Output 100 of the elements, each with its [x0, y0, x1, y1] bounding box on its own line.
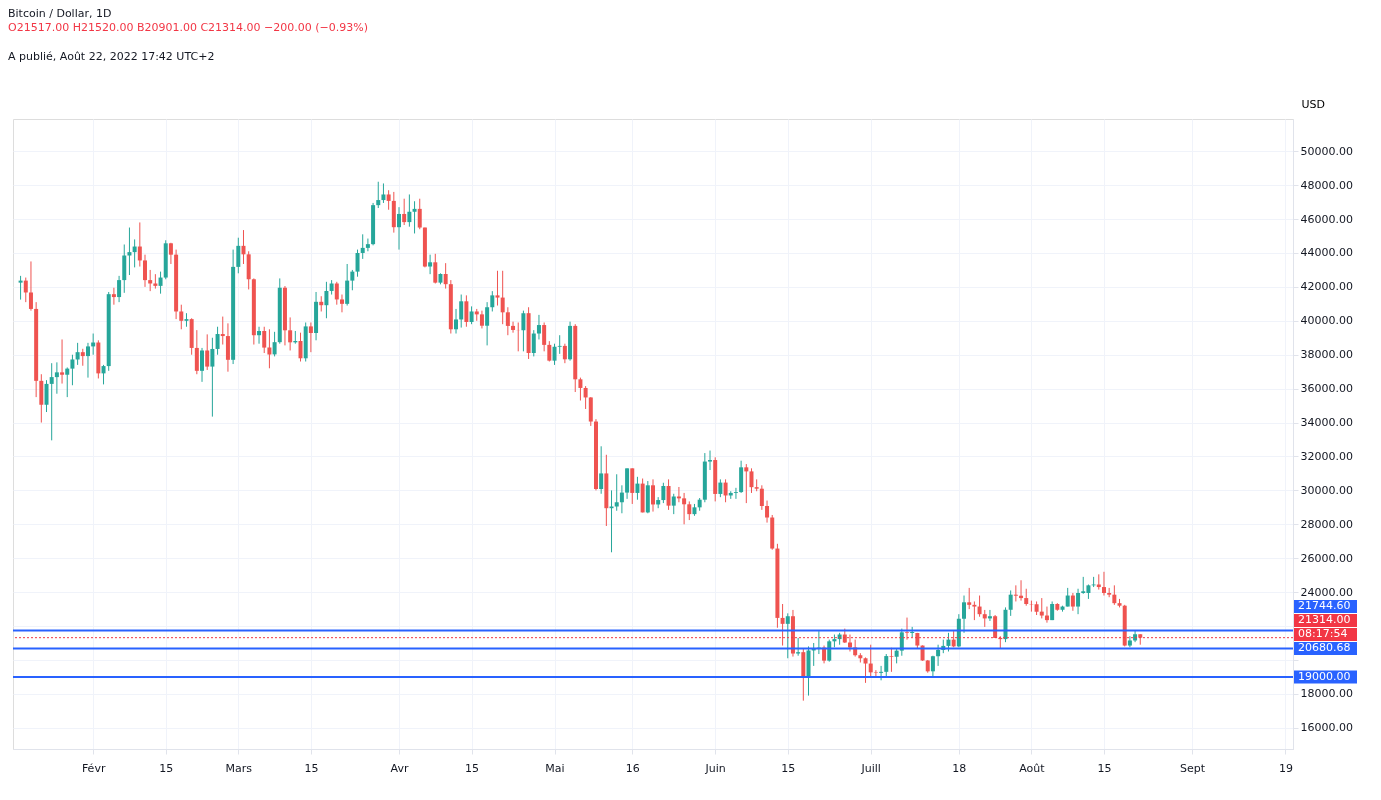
candlestick	[236, 237, 241, 274]
candlestick	[884, 653, 889, 677]
candlestick	[962, 595, 967, 634]
candlestick	[578, 377, 583, 402]
candlestick	[127, 227, 132, 276]
y-tick-label: 40000.00	[1300, 314, 1353, 328]
candlestick	[868, 644, 873, 679]
candlestick	[49, 362, 54, 441]
candlestick	[459, 294, 464, 329]
candlestick	[75, 342, 80, 366]
candlestick	[500, 270, 505, 325]
candlestick	[552, 343, 557, 366]
candlestick	[972, 600, 977, 621]
y-axis-title: USD	[1301, 97, 1326, 111]
candlestick	[796, 637, 801, 657]
candlestick	[85, 342, 90, 379]
candlestick	[376, 181, 381, 209]
candlestick	[386, 189, 391, 211]
y-tick-label: 44000.00	[1300, 246, 1353, 260]
candlestick	[708, 450, 713, 471]
candlestick	[1101, 571, 1106, 597]
candlestick	[583, 385, 588, 410]
y-tick-label: 24000.00	[1300, 585, 1353, 599]
candlestick	[417, 198, 422, 230]
candlestick	[723, 478, 728, 503]
candlestick	[609, 489, 614, 553]
x-tick-label: 15	[159, 761, 174, 775]
candlestick	[863, 656, 868, 684]
candlestick	[495, 270, 500, 307]
text: A publié, Août 22, 2022 17:42 UTC+2	[8, 50, 215, 63]
x-tick-label: 15	[304, 761, 319, 775]
candlestick	[365, 238, 370, 252]
candlestick	[557, 334, 562, 355]
candlestick	[381, 182, 386, 204]
y-tick-label: 36000.00	[1300, 382, 1353, 396]
candlestick	[687, 500, 692, 521]
candlestick	[137, 221, 142, 268]
candlestick	[666, 478, 671, 511]
candlestick	[505, 306, 510, 336]
x-tick-label: 19	[1278, 761, 1293, 775]
candlestick	[101, 364, 106, 385]
candlestick	[759, 484, 764, 511]
candlestick	[345, 263, 350, 307]
y-tick-label: 26000.00	[1300, 551, 1353, 565]
candlestick	[651, 478, 655, 513]
x-tick-label: 15	[465, 761, 480, 775]
candlestick	[158, 271, 163, 295]
candlestick	[225, 322, 230, 373]
candlestick	[402, 198, 407, 226]
candlestick	[324, 281, 329, 319]
candlestick	[733, 487, 738, 500]
candlestick	[905, 617, 909, 641]
candlestick	[215, 326, 220, 356]
y-tick-label: 28000.00	[1300, 517, 1353, 531]
candlestick	[464, 294, 469, 328]
candlestick	[210, 337, 215, 418]
candlestick	[614, 473, 619, 512]
ref-line-label: 21744.60	[1298, 599, 1351, 613]
candlestick	[44, 379, 49, 413]
x-tick-label: 15	[1097, 761, 1112, 775]
candlestick	[272, 331, 277, 357]
y-tick-label: 46000.00	[1300, 212, 1353, 226]
chart-subtitle: O21517.00 H21520.00 B20901.00 C21314.00 −200.00 (−0.93%)	[8, 21, 369, 34]
candlestick	[749, 467, 754, 494]
candlestick	[873, 669, 878, 679]
candlestick	[542, 322, 547, 352]
candlestick	[1039, 597, 1044, 619]
x-tick-label: Mars	[225, 761, 253, 775]
x-tick-label: 15	[781, 761, 796, 775]
candlestick	[1076, 588, 1081, 615]
candlestick	[200, 347, 205, 383]
y-tick-label: 42000.00	[1300, 280, 1353, 294]
candlestick	[241, 229, 246, 265]
candlestick	[879, 665, 884, 681]
x-tick-label: Avr	[390, 761, 409, 775]
candlestick	[1008, 589, 1013, 617]
candlestick	[360, 233, 365, 260]
candlestick	[635, 476, 640, 501]
x-tick-label: Févr	[81, 761, 106, 775]
candlestick	[132, 238, 137, 268]
candlestick	[619, 484, 624, 514]
candlestick	[490, 290, 495, 312]
candlestick	[70, 354, 75, 386]
candlestick	[350, 269, 355, 291]
y-tick-label: 18000.00	[1300, 687, 1353, 701]
y-tick-label: 34000.00	[1300, 416, 1353, 430]
candlestick	[194, 329, 199, 375]
candlestick	[39, 373, 44, 424]
candlestick	[661, 482, 666, 504]
candlestick	[785, 612, 790, 659]
candlestick	[977, 595, 982, 618]
candlestick	[220, 316, 225, 346]
candlestick	[65, 366, 70, 398]
candlestick	[257, 326, 262, 345]
candlestick	[397, 206, 401, 251]
candlestick	[298, 332, 303, 362]
y-tick-label: 50000.00	[1300, 144, 1353, 158]
candlestick	[117, 275, 122, 303]
candlestick	[143, 254, 147, 288]
candlestick	[60, 338, 65, 385]
